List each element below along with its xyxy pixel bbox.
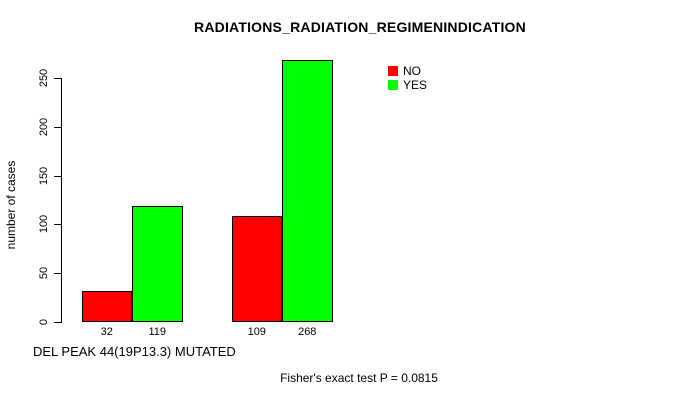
y-tick-label: 250 [38,68,50,88]
bar-count-label: 119 [148,326,167,338]
bar-no-group2 [231,215,282,322]
legend-item-yes: YES [388,78,427,92]
legend-swatch-no [388,66,398,76]
y-tick-label: 0 [38,318,50,326]
bar-count-label: 32 [100,326,113,338]
legend-swatch-yes [388,80,398,90]
y-axis-line [61,78,62,323]
y-tick [54,273,61,275]
y-tick-label: 100 [38,215,50,234]
y-tick [54,322,61,323]
y-tick-label: 150 [38,166,50,185]
y-tick [54,78,61,79]
bar-no-group1 [81,290,132,322]
y-tick-label: 200 [38,117,50,136]
bar-count-label: 109 [247,326,266,338]
legend-label-yes: YES [403,78,428,92]
chart-title: RADIATIONS_RADIATION_REGIMENINDICATION [194,19,526,35]
legend: NO YES [388,64,427,92]
bar-yes-group2 [282,60,333,322]
fisher-test-annotation: Fisher's exact test P = 0.0815 [280,371,438,385]
y-tick [54,224,61,226]
y-tick-label: 50 [38,267,50,280]
y-tick [54,175,61,177]
y-tick [54,126,61,128]
bar-yes-group1 [132,205,183,322]
bar-count-label: 268 [298,326,317,338]
x-axis-label: DEL PEAK 44(19P13.3) MUTATED [33,344,236,359]
legend-item-no: NO [388,64,427,78]
legend-label-no: NO [403,64,421,78]
